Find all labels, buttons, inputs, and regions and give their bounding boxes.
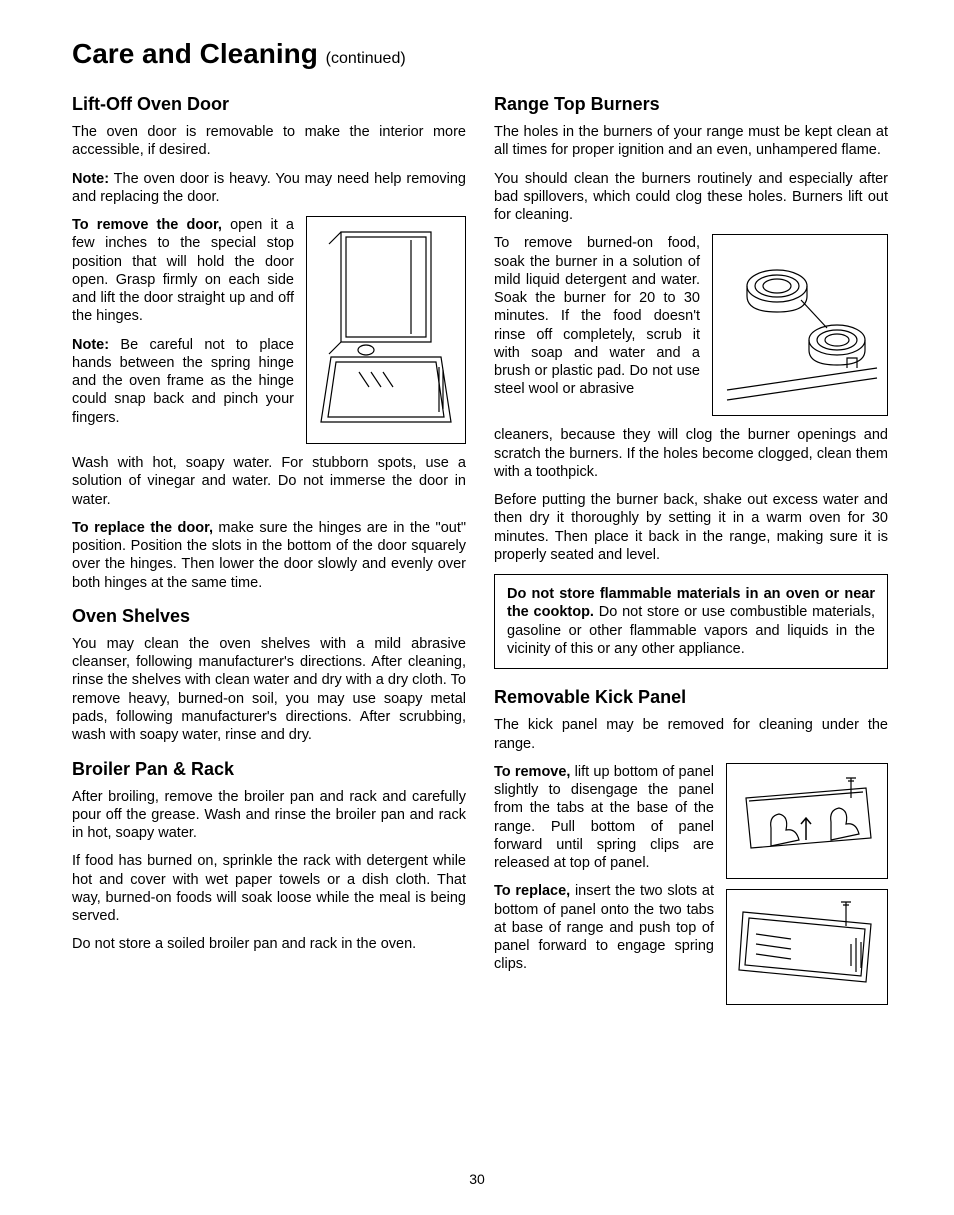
body-text: The oven door is removable to make the i… [72,123,466,160]
oven-door-illustration [306,216,466,444]
instruction-label: To remove the door, [72,217,222,233]
body-text: You may clean the oven shelves with a mi… [72,635,466,745]
two-column-layout: Lift-Off Oven Door The oven door is remo… [72,94,888,1015]
warning-box: Do not store flammable materials in an o… [494,574,888,669]
body-text: The oven door is heavy. You may need hel… [72,171,466,205]
body-text: The holes in the burners of your range m… [494,123,888,160]
body-text: If food has burned on, sprinkle the rack… [72,852,466,925]
body-text: Wash with hot, soapy water. For stubborn… [72,454,466,509]
burner-illustration [712,234,888,416]
body-text: Note: The oven door is heavy. You may ne… [72,170,466,207]
heading-range-top-burners: Range Top Burners [494,94,888,115]
body-text: You should clean the burners routinely a… [494,170,888,225]
heading-kick-panel: Removable Kick Panel [494,687,888,708]
heading-lift-off-door: Lift-Off Oven Door [72,94,466,115]
body-text: After broiling, remove the broiler pan a… [72,788,466,843]
page-number: 30 [0,1171,954,1187]
body-text: To replace, insert the two slots at bott… [494,882,714,973]
body-text: cleaners, because they will clog the bur… [494,426,888,481]
left-column: Lift-Off Oven Door The oven door is remo… [72,94,466,1015]
text-figure-group: To remove the door, open it a few inches… [72,216,466,444]
note-label: Note: [72,171,109,187]
right-column: Range Top Burners The holes in the burne… [494,94,888,1015]
instruction-label: To remove, [494,764,570,780]
instruction-label: To replace the door, [72,520,213,536]
kick-panel-replace-illustration [726,889,888,1005]
title-suffix: (continued) [326,50,406,67]
instruction-label: To replace, [494,883,570,899]
note-label: Note: [72,337,109,353]
warning-text: Do not store flammable materials in an o… [507,585,875,658]
body-text: open it a few inches to the special stop… [72,217,294,324]
body-text: Before putting the burner back, shake ou… [494,491,888,564]
body-text: Do not store a soiled broiler pan and ra… [72,935,466,953]
page-title: Care and Cleaning (continued) [72,38,888,70]
body-text: To remove burned-on food, soak the burne… [494,234,700,398]
title-main: Care and Cleaning [72,38,318,69]
kick-panel-remove-illustration [726,763,888,879]
text-figure-group: To remove, lift up bottom of panel sligh… [494,763,888,1005]
body-text: The kick panel may be removed for cleani… [494,716,888,753]
body-text: To remove the door, open it a few inches… [72,216,294,326]
text-figure-group: To remove burned-on food, soak the burne… [494,234,888,416]
heading-oven-shelves: Oven Shelves [72,606,466,627]
body-text: To replace the door, make sure the hinge… [72,519,466,592]
body-text: To remove, lift up bottom of panel sligh… [494,763,714,873]
heading-broiler-pan: Broiler Pan & Rack [72,759,466,780]
body-text: Note: Be careful not to place hands betw… [72,336,294,427]
